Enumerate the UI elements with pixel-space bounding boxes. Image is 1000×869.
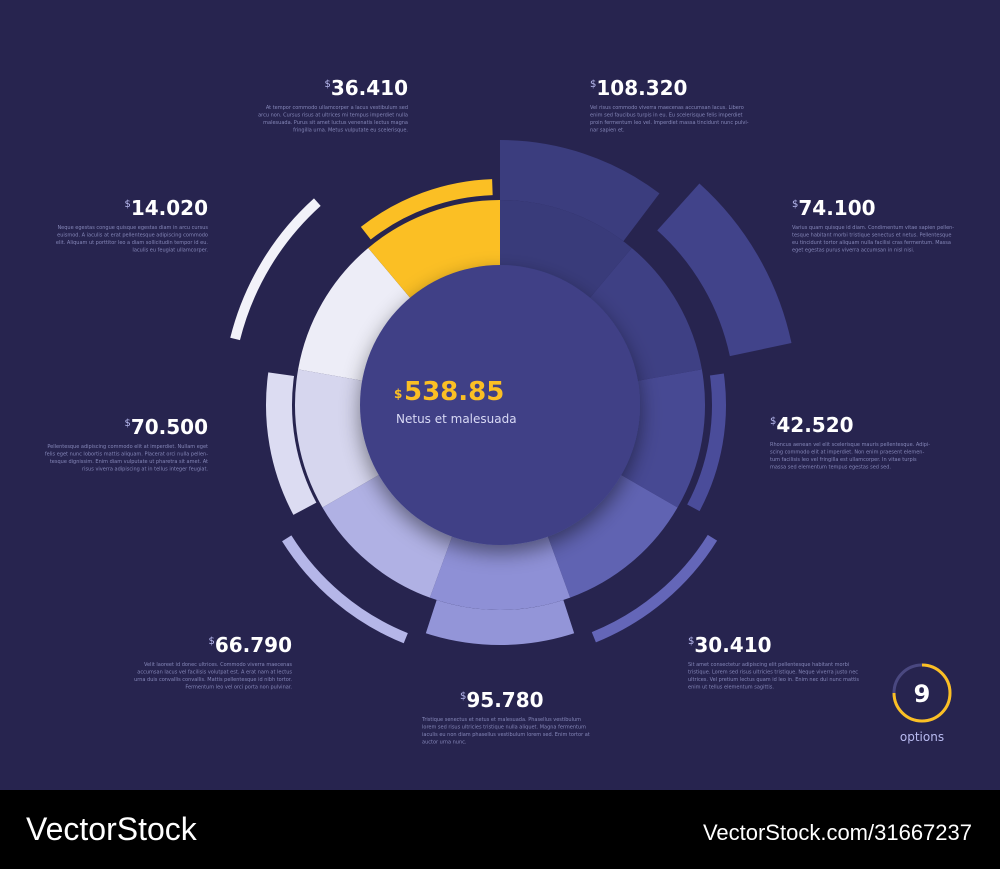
footer-id: VectorStock.com/31667237 — [703, 820, 972, 845]
item-currency: $ — [590, 79, 596, 90]
item-description: Neque egestas congue quisque egestas dia… — [57, 225, 208, 231]
item-value: $30.410 — [688, 633, 772, 657]
item-description: eget egestas purus viverra accumsan in n… — [792, 248, 915, 254]
item-description: Vel risus commodo viverra maecenas accum… — [590, 105, 744, 111]
item-value: $70.500 — [124, 415, 208, 439]
item-currency: $ — [124, 199, 130, 210]
item-description: lorem sed risus ultricies tristique null… — [422, 725, 586, 731]
outer-arc — [425, 599, 575, 645]
inner-segment — [298, 247, 417, 383]
item-currency: $ — [460, 691, 466, 702]
badge-number: 9 — [914, 680, 931, 708]
outer-arc — [500, 140, 660, 242]
item-description: Varius quam quisque id diam. Condimentum… — [792, 225, 954, 231]
center-circle — [360, 265, 640, 545]
inner-segment — [583, 247, 702, 383]
item-currency: $ — [324, 79, 330, 90]
item-description: euismod. A iaculis at erat pellentesque … — [57, 233, 208, 239]
item-currency: $ — [770, 416, 776, 427]
item-number: 36.410 — [331, 76, 408, 100]
item-number: 30.410 — [694, 633, 771, 657]
item-description: tesque dignissim. Enim diam vulputate ut… — [50, 459, 208, 465]
inner-segment — [429, 527, 571, 610]
item-description: enim sed faucibus turpis in eu. Eu scele… — [590, 113, 743, 119]
item-description: Fermentum leo vel orci porta non pulvina… — [185, 685, 292, 691]
item-description: risus viverra adipiscing at in tellus in… — [82, 467, 208, 473]
item-description: tristique. Lorem sed risus ultricies tri… — [688, 670, 858, 676]
badge-label: options — [900, 730, 944, 744]
labels: $108.320 Vel risus commodo viverra maecen… — [45, 76, 954, 746]
center-currency: $ — [394, 387, 402, 401]
item-description: nar sapien et. — [590, 128, 625, 134]
footer-bar — [0, 790, 1000, 869]
item-currency: $ — [208, 636, 214, 647]
item-currency: $ — [688, 636, 694, 647]
outer-arc — [591, 534, 718, 643]
outer-arc — [230, 198, 321, 341]
item-value: $36.410 — [324, 76, 408, 100]
item-description: accumsan lacus vel facilisis volutpat es… — [137, 670, 292, 676]
item-currency: $ — [124, 418, 130, 429]
item-description: arcu non. Cursus risus at ultrices mi te… — [258, 113, 408, 119]
item-number: 95.780 — [466, 688, 543, 712]
item-description: elit. Aliquam ut porttitor leo a diam so… — [56, 240, 208, 246]
item-description: At tempor commodo ullamcorper a lacus ve… — [266, 105, 408, 111]
item-number: 108.320 — [596, 76, 687, 100]
item-description: proin fermentum leo vel. Imperdiet massa… — [590, 120, 749, 126]
inner-segment — [322, 470, 456, 598]
item-number: 74.100 — [798, 196, 875, 220]
item-description: massa sed elementum tempus egestas sed s… — [770, 465, 891, 471]
item-description: felis eget nunc lobortis mattis aliquam.… — [45, 452, 208, 458]
item-number: 42.520 — [776, 413, 853, 437]
center-label: Netus et malesuada — [396, 412, 517, 426]
item-description: fringilla urna. Metus vulputate eu scele… — [293, 128, 408, 134]
item-description: Velit laoreet id donec ultrices. Commodo… — [144, 662, 292, 668]
item-description: iaculis eu non diam phasellus vestibulum… — [422, 732, 590, 738]
item-number: 70.500 — [131, 415, 208, 439]
item-description: ultrices. Vel pretium lectus quam id leo… — [688, 677, 859, 683]
badge-arc — [892, 663, 952, 723]
outer-arc — [657, 183, 792, 357]
item-value: $66.790 — [208, 633, 292, 657]
outer-arc — [282, 535, 408, 644]
center-value: 538.85 — [404, 377, 504, 407]
item-description: eu tincidunt tortor aliquam nulla facili… — [792, 240, 951, 246]
item-description: Sit amet consectetur adipiscing elit pel… — [688, 662, 849, 668]
item-description: auctor urna nunc. — [422, 740, 467, 746]
outer-arc — [360, 179, 493, 240]
item-description: tesque habitant morbi tristique senectus… — [792, 233, 951, 239]
item-value: $42.520 — [770, 413, 854, 437]
item-description: enim ut tellus elementum sagittis. — [688, 685, 774, 691]
item-description: malesuada. Purus sit amet luctus venenat… — [263, 120, 408, 126]
outer-arc — [266, 372, 317, 515]
item-description: Iaculis eu feugiat ullamcorper. — [132, 248, 208, 254]
item-currency: $ — [792, 199, 798, 210]
item-value: $108.320 — [590, 76, 687, 100]
item-description: Pellentesque adipiscing commodo elit at … — [47, 444, 208, 450]
item-number: 14.020 — [131, 196, 208, 220]
inner-segment — [544, 470, 678, 598]
item-value: $74.100 — [792, 196, 876, 220]
item-value: $95.780 — [460, 688, 544, 712]
outer-arc — [687, 373, 726, 512]
item-value: $14.020 — [124, 196, 208, 220]
item-description: urna duis convallis convallis. Mattis pe… — [134, 677, 292, 683]
item-description: Tristique senectus et netus et malesuada… — [421, 717, 581, 723]
footer-brand: VectorStock — [26, 811, 198, 847]
item-description: Rhoncus aenean vel elit scelerisque maur… — [770, 442, 930, 448]
item-number: 66.790 — [215, 633, 292, 657]
item-description: tum facilisis leo vel fringilla est ulla… — [770, 457, 917, 463]
item-description: scing commodo elit at imperdiet. Non eni… — [770, 450, 924, 456]
